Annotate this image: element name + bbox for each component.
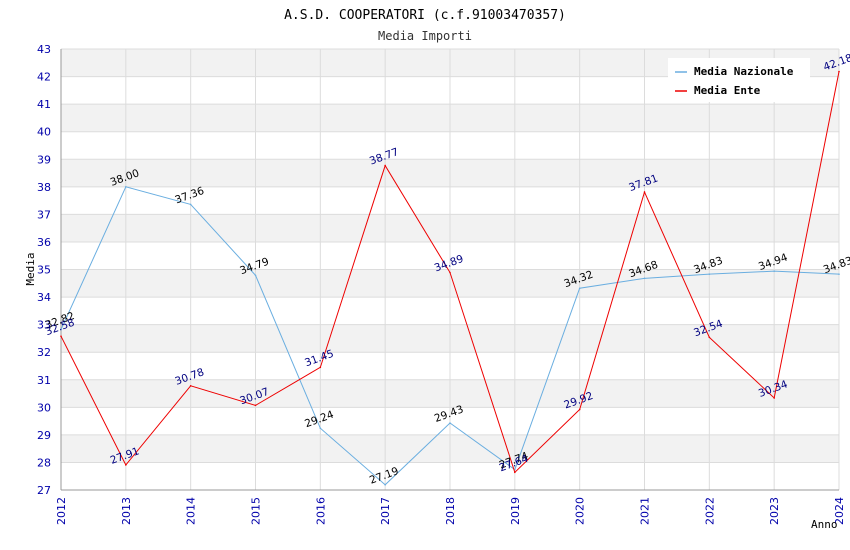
- y-tick-label: 34: [37, 291, 51, 304]
- chart-subtitle: Media Importi: [378, 29, 472, 43]
- y-tick-label: 36: [37, 236, 51, 249]
- data-point-media-nazionale: [578, 287, 581, 290]
- x-tick-label: 2023: [768, 497, 781, 525]
- data-point-media-ente: [125, 464, 127, 466]
- data-point-media-ente: [578, 408, 581, 411]
- x-tick-label: 2017: [379, 497, 392, 525]
- data-point-media-nazionale: [319, 427, 322, 430]
- x-tick-label: 2013: [120, 497, 133, 525]
- x-tick-label: 2012: [55, 497, 68, 525]
- x-tick-label: 2024: [833, 497, 846, 525]
- y-tick-label: 43: [37, 43, 51, 56]
- y-tick-label: 28: [37, 456, 51, 469]
- y-tick-label: 31: [37, 374, 51, 387]
- data-point-media-ente: [319, 366, 322, 369]
- y-tick-label: 32: [37, 346, 51, 359]
- data-point-media-ente: [643, 191, 646, 193]
- axes: [60, 49, 839, 491]
- data-point-media-ente: [254, 404, 257, 407]
- data-point-media-ente: [838, 70, 840, 73]
- legend-label-media-nazionale: Media Nazionale: [694, 65, 794, 78]
- legend: Media Nazionale Media Ente: [668, 58, 810, 102]
- legend-label-media-ente: Media Ente: [694, 84, 761, 97]
- data-point-media-ente: [60, 335, 62, 338]
- data-point-media-ente: [514, 471, 516, 474]
- y-tick-label: 39: [37, 153, 51, 166]
- x-tick-label: 2022: [703, 497, 716, 525]
- y-axis-label: Media: [24, 252, 37, 285]
- x-tick-label: 2020: [574, 497, 587, 525]
- data-point-media-nazionale: [643, 277, 646, 280]
- x-tick-label: 2019: [509, 497, 522, 525]
- x-tick-label: 2021: [639, 497, 652, 525]
- data-point-media-ente: [384, 164, 386, 167]
- data-point-media-nazionale: [449, 422, 451, 424]
- x-tick-label: 2016: [314, 497, 327, 525]
- data-point-media-ente: [189, 385, 192, 387]
- chart-title: A.S.D. COOPERATORI (c.f.91003470357): [284, 8, 566, 23]
- y-tick-label: 40: [37, 126, 51, 139]
- y-tick-label: 27: [37, 484, 51, 497]
- x-tick-label: 2015: [250, 497, 263, 525]
- data-point-media-nazionale: [838, 273, 840, 275]
- data-point-media-nazionale: [60, 328, 62, 331]
- data-point-media-ente: [708, 336, 711, 339]
- x-tick-label: 2018: [444, 497, 457, 525]
- y-tick-label: 35: [37, 264, 51, 277]
- series-lines: [60, 70, 840, 486]
- data-point-media-nazionale: [773, 270, 775, 272]
- y-tick-label: 41: [37, 98, 51, 111]
- x-axis-label: Anno: [811, 518, 838, 531]
- y-tick-label: 37: [37, 208, 51, 221]
- data-point-media-ente: [773, 397, 775, 399]
- data-point-media-nazionale: [125, 186, 127, 188]
- gridlines: [60, 48, 840, 491]
- data-point-media-nazionale: [708, 273, 711, 275]
- x-tick-label: 2014: [185, 497, 198, 525]
- y-tick-label: 30: [37, 401, 51, 414]
- y-tick-label: 33: [37, 319, 51, 332]
- legend-box: [668, 58, 810, 102]
- data-point-media-nazionale: [384, 483, 386, 486]
- data-point-media-nazionale: [254, 274, 257, 277]
- data-point-media-nazionale: [189, 203, 192, 206]
- y-tick-labels: 27 28 29 30 31 32 33 34 35 36 37 38 39 40 41 42 43: [37, 43, 51, 497]
- y-tick-label: 42: [37, 71, 51, 84]
- data-point-media-ente: [449, 271, 451, 274]
- x-tick-labels: 2012 2013 2014 2015 2016 2017 2018 2019 2020 2021…: [55, 497, 846, 525]
- y-tick-label: 29: [37, 429, 51, 442]
- y-tick-label: 38: [37, 181, 51, 194]
